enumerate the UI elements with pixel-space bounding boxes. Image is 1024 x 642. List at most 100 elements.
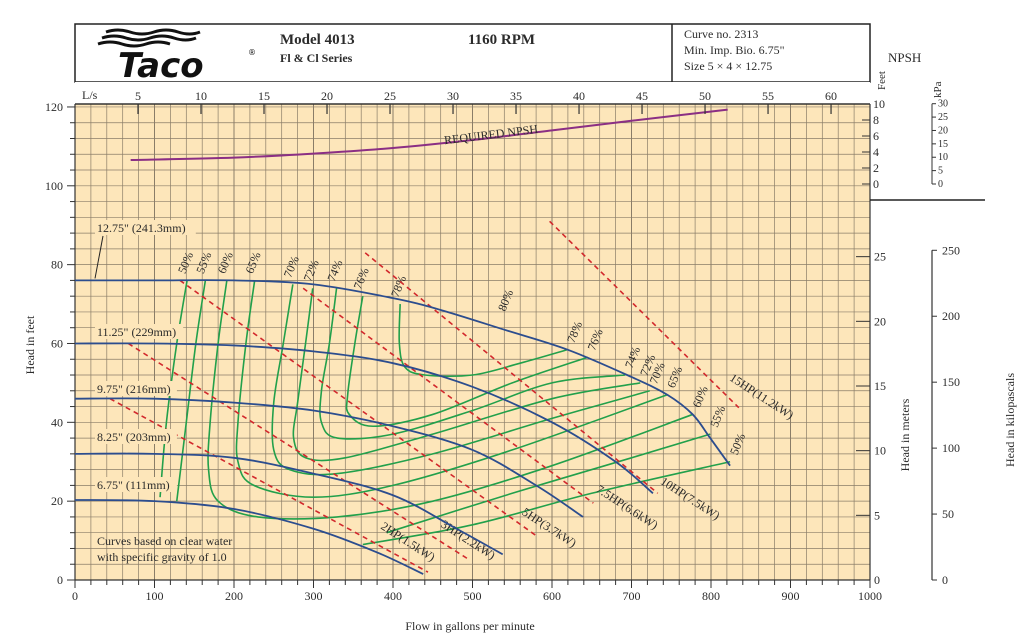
svg-text:®: ® [248,48,256,57]
impeller-label-bg [95,477,177,492]
kpa-tick-label: 150 [942,375,960,389]
x-tick-label: 500 [464,589,482,603]
npsh-kpa-tick-label: 20 [938,125,948,136]
npsh-feet-tick-label: 4 [873,145,879,159]
impeller-label: 12.75" (241.3mm) [97,221,186,235]
meters-tick-label: 5 [874,508,880,522]
series-label: Fl & Cl Series [280,51,353,65]
npsh-kpa-tick-label: 10 [938,152,948,163]
efficiency-curve-55pct [175,280,207,502]
top-axis-tick-label: 60 [825,89,837,103]
npsh-kpa-tick-label: 30 [938,99,948,110]
top-axis-tick-label: 30 [447,89,459,103]
required-npsh-curve [130,108,728,161]
note: Curves based on clear water with specifi… [97,534,232,564]
top-axis-tick-label: 40 [573,89,585,103]
power-line [109,397,429,573]
meters-axis-title: Head in meters [898,398,912,471]
meters-tick-label: 10 [874,444,886,458]
impeller-label-bg [95,429,177,444]
efficiency-curve-76pct [345,296,589,428]
model-title: Model 4013 [280,32,355,48]
impeller-label-bg [95,381,177,396]
y-tick-label: 20 [51,494,63,508]
impeller-curve [74,452,504,556]
efficiency-curve-74pct [319,288,626,440]
y-tick-label: 40 [51,415,63,429]
header-box [74,23,871,83]
meters-tick-label: 15 [874,379,886,393]
npsh-feet-tick-label: 8 [873,113,879,127]
x-tick-label: 300 [305,589,323,603]
x-tick-label: 100 [146,589,164,603]
impeller-curve [74,397,584,518]
x-tick-label: 400 [384,589,402,603]
header: Taco ® Model 4013 Fl & Cl Series 1160 RP… [74,23,871,86]
top-axis-band [75,82,870,104]
impeller-curve [74,499,424,575]
x-tick-label: 0 [72,589,78,603]
kpa-tick-label: 100 [942,441,960,455]
npsh-kpa-label: kPa [932,81,944,98]
top-axis-tick-label: 10 [195,89,207,103]
kpa-tick-label: 250 [942,243,960,257]
npsh-title: NPSH [888,50,921,65]
top-axis-tick-label: 45 [636,89,648,103]
x-tick-label: 1000 [858,589,882,603]
plot-area: 50%50%55%55%60%60%65%65%70%70%72%72%74%7… [74,82,985,581]
npsh-kpa-tick-label: 25 [938,112,948,123]
impeller-label-bg [95,324,184,339]
rpm-label: 1160 RPM [468,32,535,48]
impeller-label-bg [95,220,196,235]
impeller-curves: 12.75" (241.3mm) 11.25" (229mm) 9.75" (216… [74,220,731,575]
impeller-label: 8.25" (203mm) [97,430,171,444]
meters-tick-label: 25 [874,250,886,264]
efficiency-curve-50pct [362,460,731,546]
impeller-label-leader [94,235,104,279]
efficiency-curve-65pct [235,280,668,499]
top-axis-tick-label: 5 [135,89,141,103]
logo-text: Taco [118,46,204,86]
npsh-kpa-tick-label: 5 [938,166,943,177]
x-tick-label: 900 [782,589,800,603]
top-axis-unit: L/s [82,88,98,102]
x-tick-label: 200 [225,589,243,603]
efficiency-curve-70pct [271,284,651,476]
curve-number: Curve no. 2313 [684,27,758,41]
power-line [302,287,594,504]
power-line [179,279,536,536]
top-axis-tick-label: 25 [384,89,396,103]
top-axis-tick-label: 50 [699,89,711,103]
top-axis-tick-label: 20 [321,89,333,103]
npsh-feet-label: Feet [876,71,888,90]
npsh-feet-tick-label: 6 [873,129,879,143]
kpa-tick-label: 0 [942,573,948,587]
top-axis-tick-label: 55 [762,89,774,103]
x-tick-label: 800 [702,589,720,603]
npsh-feet-tick-label: 10 [873,97,885,111]
npsh-kpa-tick-label: 0 [938,179,943,190]
axes: L/s NPSH Feet kPa Head in feet Flow in g… [23,50,1017,633]
efficiency-curve-72pct [292,288,641,462]
taco-logo: Taco ® [97,28,256,86]
kpa-tick-label: 50 [942,507,954,521]
power-line [364,252,659,494]
y-tick-label: 100 [45,179,63,193]
note-line-2: with specific gravity of 1.0 [97,550,227,564]
power-line [127,342,471,561]
pump-size: Size 5 × 4 × 12.75 [684,59,772,73]
y-tick-label: 60 [51,336,63,350]
min-impeller: Min. Imp. Bio. 6.75" [684,43,785,57]
kpa-axis-title: Head in kilopascals [1003,373,1017,467]
efficiency-curve-60pct [207,280,693,520]
kpa-tick-label: 200 [942,309,960,323]
npsh-feet-tick-label: 2 [873,161,879,175]
x-tick-label: 700 [623,589,641,603]
y-tick-label: 120 [45,100,63,114]
y-tick-label: 0 [57,573,63,587]
top-axis-tick-label: 35 [510,89,522,103]
x-tick-label: 600 [543,589,561,603]
y-tick-label: 80 [51,258,63,272]
meters-tick-label: 20 [874,314,886,328]
